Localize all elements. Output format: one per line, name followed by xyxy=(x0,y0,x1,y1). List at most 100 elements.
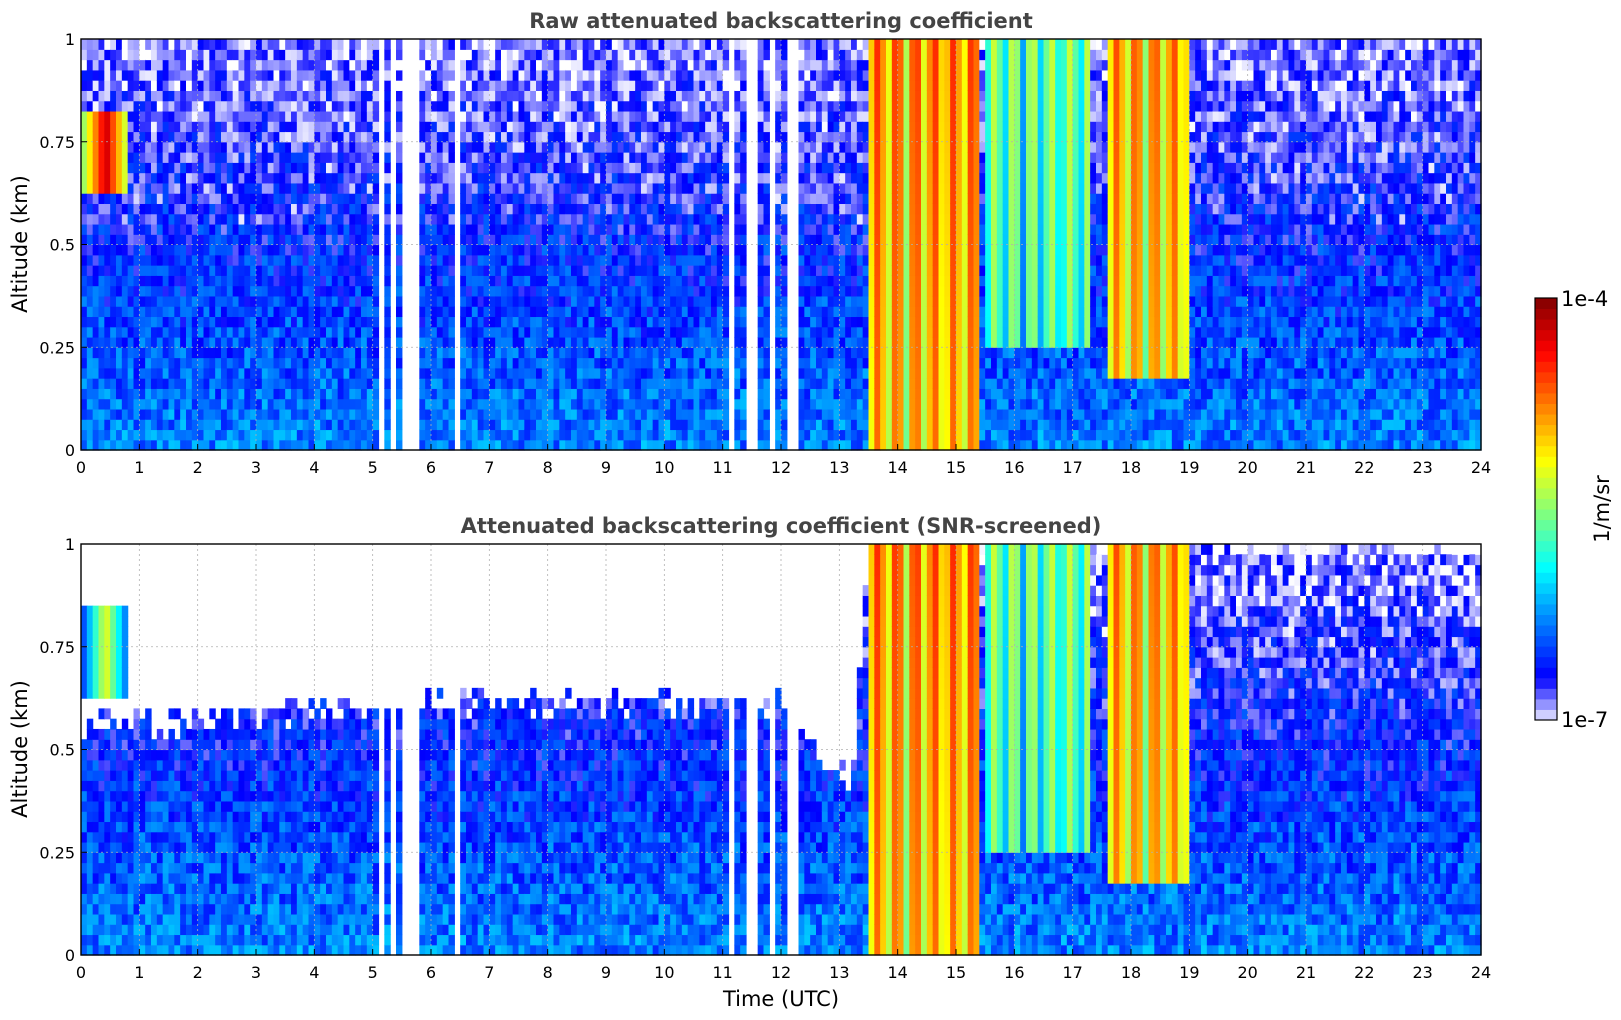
heatmap-cell xyxy=(670,408,677,420)
heatmap-cell xyxy=(384,316,391,328)
heatmap-cell xyxy=(734,121,741,133)
heatmap-cell xyxy=(460,326,467,338)
heatmap-cell xyxy=(606,69,613,81)
heatmap-cell xyxy=(209,152,216,163)
heatmap-cell xyxy=(757,203,765,215)
heatmap-cell xyxy=(81,367,88,379)
heatmap-cell xyxy=(623,244,630,256)
heatmap-cell xyxy=(431,347,438,359)
heatmap-cell xyxy=(326,347,333,359)
heatmap-cell xyxy=(676,39,683,50)
heatmap-cell xyxy=(296,141,304,153)
heatmap-cell xyxy=(98,419,105,431)
heatmap-cell xyxy=(156,203,164,215)
heatmap-cell xyxy=(331,162,339,174)
heatmap-cell xyxy=(238,347,245,359)
heatmap-cell xyxy=(471,254,479,266)
heatmap-cell xyxy=(477,121,485,133)
heatmap-cell xyxy=(856,429,864,441)
heatmap-cell xyxy=(256,100,263,112)
heatmap-cell xyxy=(821,367,829,379)
heatmap-cell xyxy=(366,80,374,91)
heatmap-cell xyxy=(355,141,362,153)
heatmap-cell xyxy=(518,90,525,102)
heatmap-cell xyxy=(676,223,683,235)
heatmap-cell xyxy=(862,90,870,102)
heatmap-cell xyxy=(261,110,269,122)
heatmap-cell xyxy=(646,398,654,410)
heatmap-cell xyxy=(775,244,782,256)
heatmap-cell xyxy=(856,152,864,163)
heatmap-cell xyxy=(466,49,473,61)
heatmap-cell xyxy=(862,388,870,400)
heatmap-cell xyxy=(419,49,426,61)
heatmap-cell xyxy=(156,49,164,61)
heatmap-cell xyxy=(862,172,870,184)
heatmap-cell xyxy=(436,388,444,400)
heatmap-cell xyxy=(361,408,368,420)
heatmap-cell xyxy=(600,336,607,348)
heatmap-cell xyxy=(565,254,572,266)
heatmap-cell xyxy=(448,39,455,50)
heatmap-cell xyxy=(419,316,426,328)
heatmap-cell xyxy=(308,254,315,266)
heatmap-cell xyxy=(92,275,100,287)
heatmap-cell xyxy=(238,193,245,205)
heatmap-cell xyxy=(681,49,689,61)
heatmap-cell xyxy=(477,152,485,163)
heatmap-cell xyxy=(629,193,636,205)
heatmap-cell xyxy=(127,213,135,225)
heatmap-cell xyxy=(559,182,566,194)
heatmap-cell xyxy=(775,59,782,71)
heatmap-cell xyxy=(98,234,105,246)
heatmap-cell xyxy=(139,336,146,348)
heatmap-cell xyxy=(722,316,730,328)
heatmap-cell xyxy=(629,100,636,112)
heatmap-cell xyxy=(337,295,345,307)
heatmap-cell xyxy=(512,398,520,410)
heatmap-cell xyxy=(168,152,175,163)
heatmap-cell xyxy=(442,408,450,420)
heatmap-cell xyxy=(617,141,625,153)
heatmap-cell xyxy=(197,244,205,256)
heatmap-cell xyxy=(436,316,444,328)
heatmap-cell xyxy=(460,275,467,287)
heatmap-cell xyxy=(279,419,286,431)
heatmap-cell xyxy=(320,388,327,400)
heatmap-cell xyxy=(757,429,765,441)
heatmap-cell xyxy=(314,203,321,215)
heatmap-cell xyxy=(506,398,514,410)
heatmap-cell xyxy=(646,69,654,81)
heatmap-cell xyxy=(734,367,741,379)
heatmap-cell xyxy=(110,121,117,133)
heatmap-cell xyxy=(273,367,280,379)
heatmap-cell xyxy=(664,193,671,205)
heatmap-cell xyxy=(448,49,455,61)
heatmap-cell xyxy=(489,59,496,71)
heatmap-cell xyxy=(296,59,304,71)
heatmap-cell xyxy=(361,347,368,359)
heatmap-cell xyxy=(734,439,741,451)
heatmap-cell xyxy=(816,275,823,287)
heatmap-cell xyxy=(139,378,146,389)
heatmap-cell xyxy=(256,275,263,287)
heatmap-cell xyxy=(699,80,706,91)
heatmap-cell xyxy=(267,244,275,256)
heatmap-cell xyxy=(191,131,199,143)
heatmap-cell xyxy=(541,59,549,71)
heatmap-cell xyxy=(664,90,671,102)
heatmap-cell xyxy=(681,121,689,133)
heatmap-cell xyxy=(536,90,543,102)
heatmap-cell xyxy=(553,213,560,225)
heatmap-cell xyxy=(600,121,607,133)
heatmap-cell xyxy=(530,110,537,122)
heatmap-cell xyxy=(186,367,193,379)
heatmap-cell xyxy=(215,408,222,420)
heatmap-cell xyxy=(267,49,275,61)
heatmap-cell xyxy=(221,39,228,50)
heatmap-cell xyxy=(361,141,368,153)
heatmap-cell xyxy=(699,203,706,215)
heatmap-cell xyxy=(174,316,181,328)
heatmap-cell xyxy=(524,265,531,276)
heatmap-cell xyxy=(664,213,671,225)
